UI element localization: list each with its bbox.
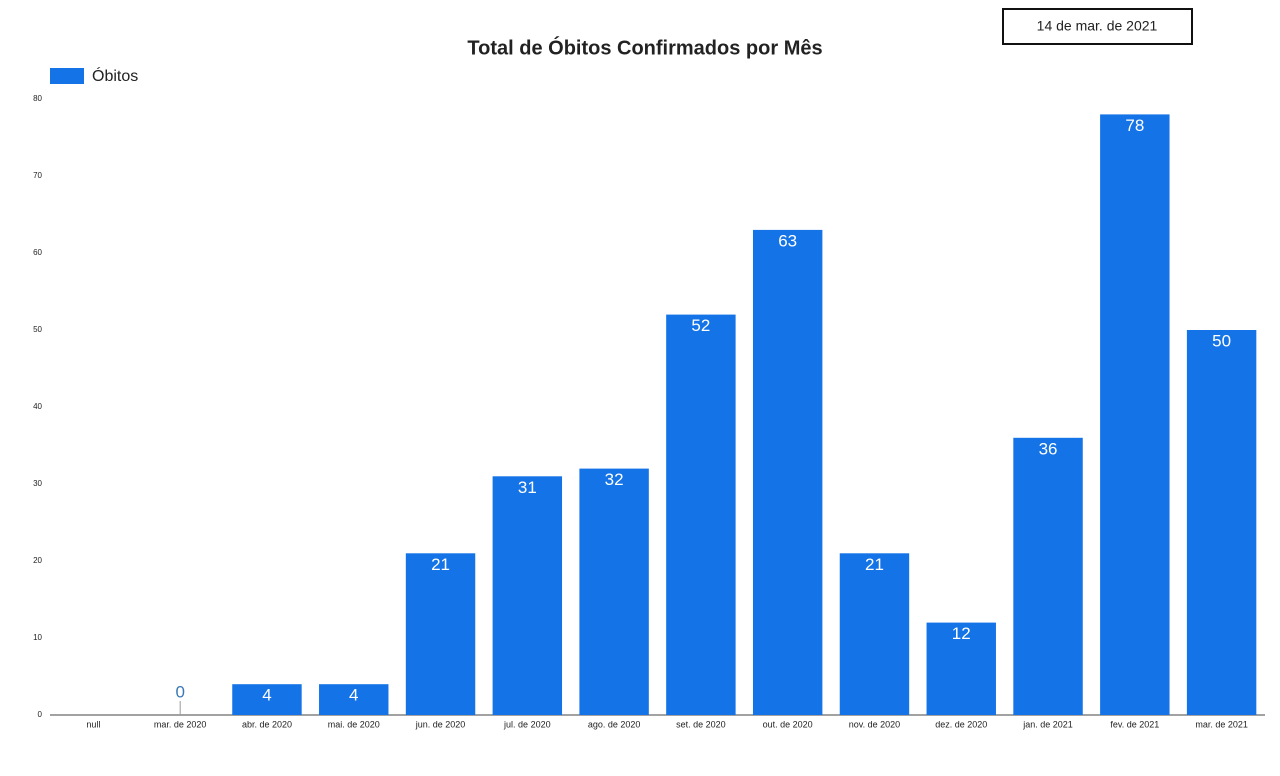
bar: [752, 229, 823, 715]
value-label: 4: [349, 686, 358, 705]
legend-label: Óbitos: [92, 66, 138, 85]
y-tick-label: 50: [33, 325, 42, 334]
date-box[interactable]: [1002, 8, 1193, 45]
x-tick-label: dez. de 2020: [935, 719, 987, 729]
value-label: 21: [431, 555, 450, 574]
y-tick-label: 0: [38, 710, 43, 719]
x-tick-label: jun. de 2020: [415, 719, 466, 729]
bar: [1013, 437, 1083, 715]
bar: [1100, 114, 1170, 715]
x-tick-label: mai. de 2020: [328, 719, 380, 729]
x-tick-label: ago. de 2020: [588, 719, 641, 729]
date-range[interactable]: 14 de mar. de 2021: [1037, 18, 1158, 34]
x-tick-label: set. de 2020: [676, 719, 726, 729]
value-label: 63: [778, 231, 797, 250]
bar: [666, 314, 736, 715]
bar: [579, 468, 649, 715]
bar: [405, 553, 476, 715]
y-tick-label: 20: [33, 556, 42, 565]
x-tick-label: null: [86, 719, 100, 729]
x-tick-label: abr. de 2020: [242, 719, 292, 729]
y-tick-label: 70: [33, 171, 42, 180]
value-label: 78: [1125, 116, 1144, 135]
bar: [232, 684, 302, 715]
x-tick-label: jan. de 2021: [1022, 719, 1073, 729]
x-tick-label: out. de 2020: [763, 719, 813, 729]
value-label: 31: [518, 478, 537, 497]
value-label: 52: [691, 316, 710, 335]
bar: [492, 476, 563, 715]
value-label: 12: [952, 624, 971, 643]
bar: [319, 684, 389, 715]
y-tick-label: 10: [33, 633, 42, 642]
y-tick-label: 30: [33, 479, 42, 488]
bar: [1186, 330, 1257, 715]
bar: [926, 622, 996, 715]
value-label: 0: [175, 682, 184, 701]
bar: [839, 553, 910, 715]
chart-title: Total de Óbitos Confirmados por Mês: [467, 35, 822, 59]
x-tick-label: mar. de 2020: [154, 719, 207, 729]
y-tick-label: 40: [33, 402, 42, 411]
legend-swatch: [50, 68, 84, 84]
x-tick-label: jul. de 2020: [503, 719, 551, 729]
value-label: 21: [865, 555, 884, 574]
y-tick-label: 80: [33, 94, 42, 103]
value-label: 36: [1039, 439, 1058, 458]
value-label: 32: [605, 470, 624, 489]
x-tick-label: mar. de 2021: [1195, 719, 1248, 729]
x-tick-label: nov. de 2020: [849, 719, 900, 729]
value-label: 50: [1212, 331, 1231, 350]
value-label: 4: [262, 686, 271, 705]
y-tick-label: 60: [33, 248, 42, 257]
x-tick-label: fev. de 2021: [1110, 719, 1159, 729]
